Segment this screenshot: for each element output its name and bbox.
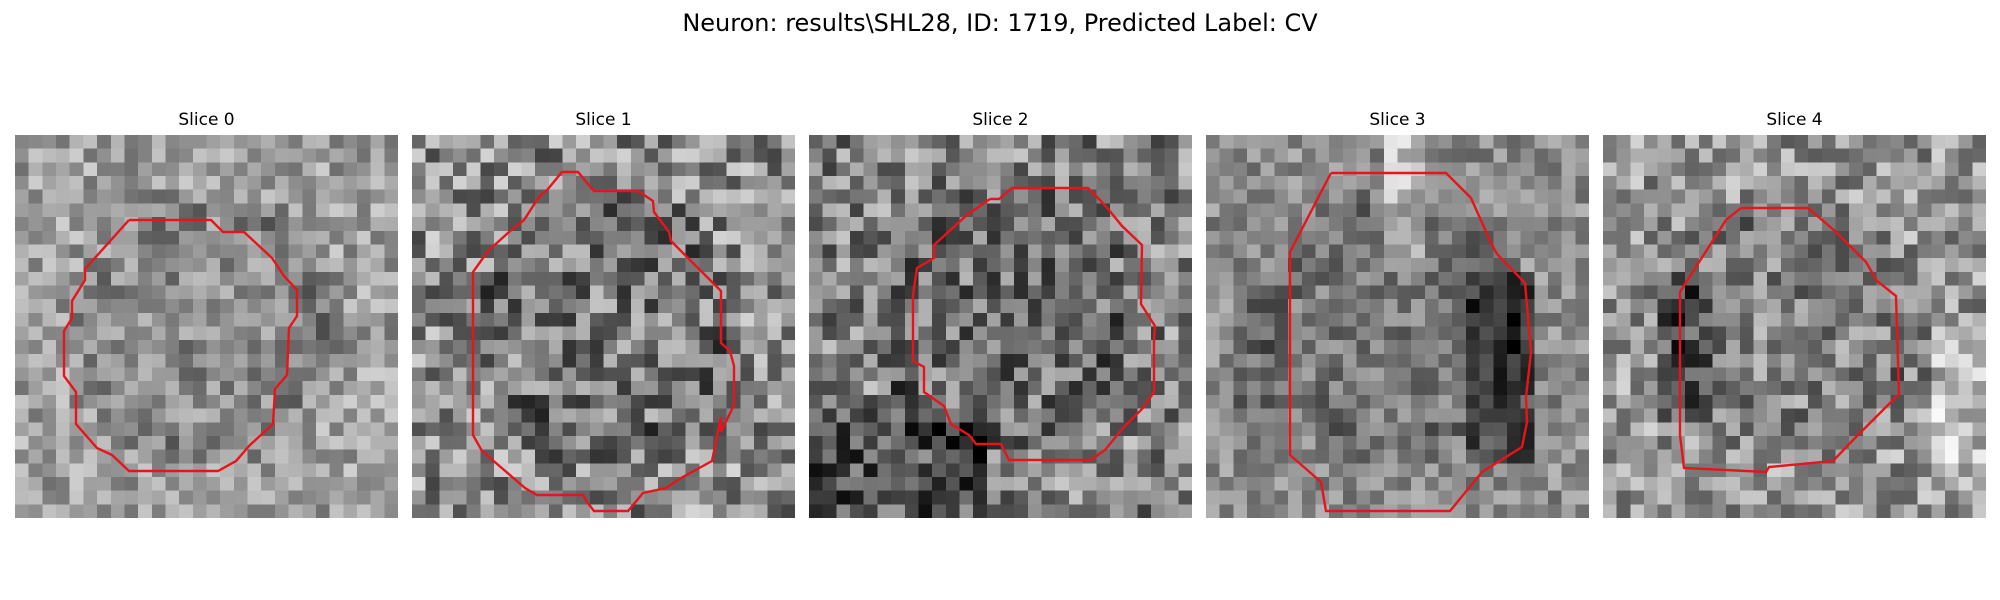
slice-title: Slice 2 bbox=[972, 110, 1029, 130]
roi-contour-overlay bbox=[1678, 206, 1901, 474]
slice-image-frame bbox=[1206, 135, 1589, 518]
roi-contour-overlay bbox=[911, 186, 1157, 462]
roi-contour bbox=[911, 186, 1157, 462]
grayscale-slice-image bbox=[412, 135, 795, 518]
slice-image-frame bbox=[15, 135, 398, 518]
roi-contour-overlay bbox=[62, 218, 299, 473]
roi-contour bbox=[1678, 206, 1901, 474]
slice-image-frame bbox=[1603, 135, 1986, 518]
roi-contour-overlay bbox=[471, 170, 736, 513]
slice-panel-4: Slice 4 bbox=[1603, 108, 1986, 518]
slice-title: Slice 4 bbox=[1766, 110, 1823, 130]
grayscale-slice-image bbox=[15, 135, 398, 518]
slice-title: Slice 0 bbox=[178, 110, 235, 130]
slice-panel-2: Slice 2 bbox=[809, 108, 1192, 518]
figure-title: Neuron: results\SHL28, ID: 1719, Predict… bbox=[682, 9, 1318, 37]
slice-panel-3: Slice 3 bbox=[1206, 108, 1589, 518]
slice-panel-0: Slice 0 bbox=[15, 108, 398, 518]
slice-image-frame bbox=[412, 135, 795, 518]
slice-title: Slice 1 bbox=[575, 110, 632, 130]
roi-contour bbox=[62, 218, 299, 473]
slice-image-frame bbox=[809, 135, 1192, 518]
slice-panel-1: Slice 1 bbox=[412, 108, 795, 518]
grayscale-slice-image bbox=[1603, 135, 1986, 518]
roi-contour bbox=[1288, 171, 1533, 513]
grayscale-slice-image bbox=[1206, 135, 1589, 518]
roi-contour bbox=[471, 170, 736, 513]
roi-contour-overlay bbox=[1288, 171, 1533, 513]
slice-title: Slice 3 bbox=[1369, 110, 1426, 130]
